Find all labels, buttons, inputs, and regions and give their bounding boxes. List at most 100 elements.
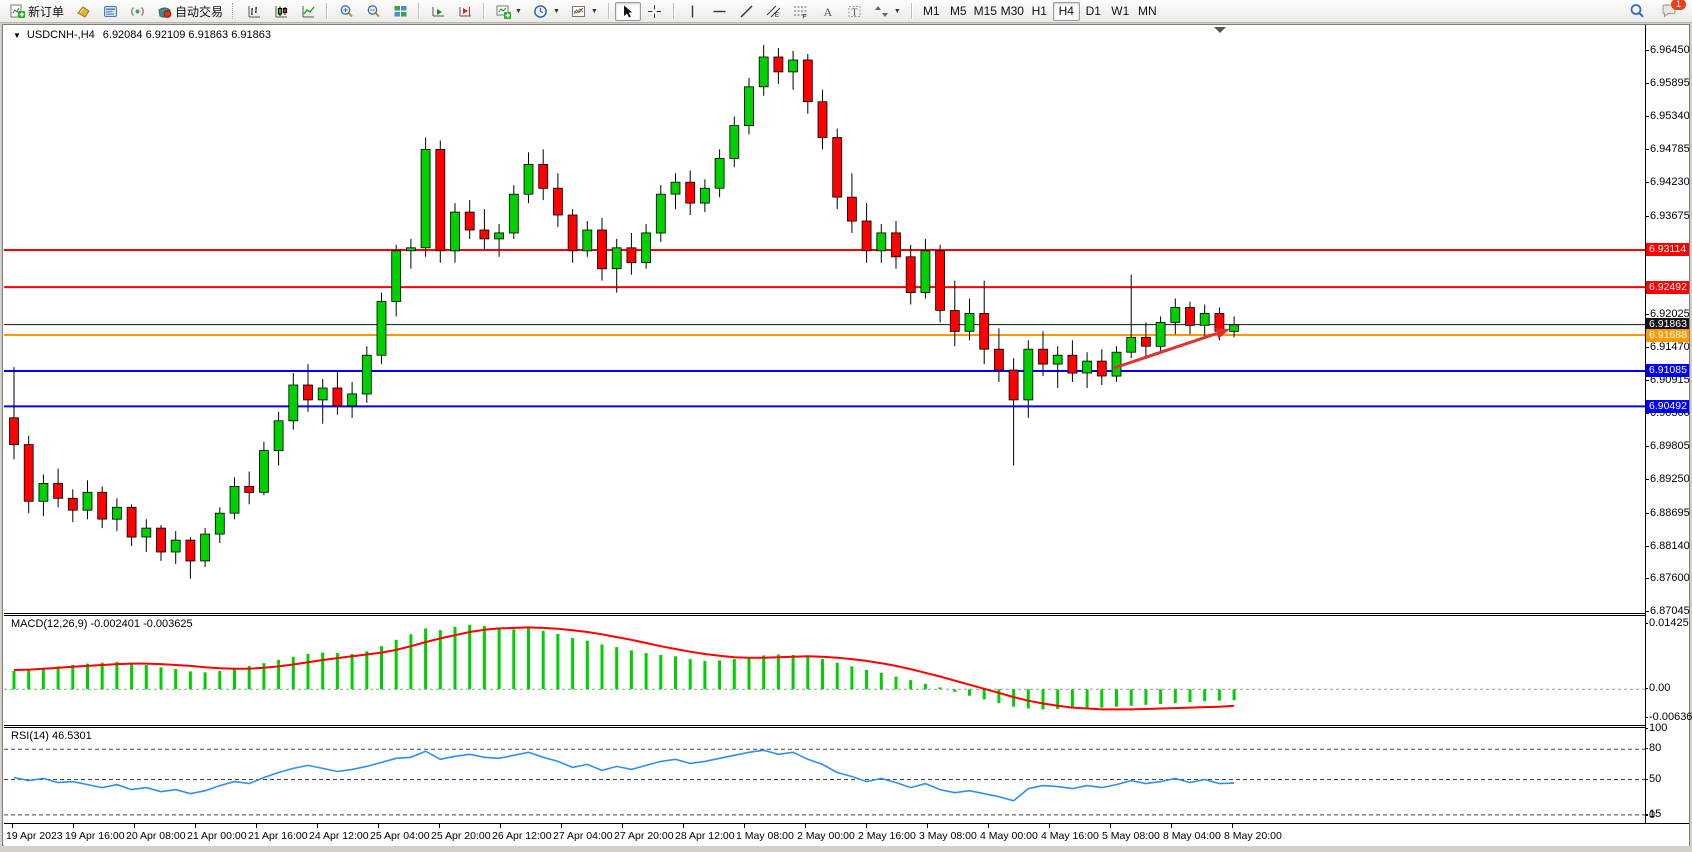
time-axis-label: 25 Apr 04:00 — [370, 830, 430, 842]
timeframe-button-h1[interactable]: H1 — [1026, 2, 1053, 21]
level-price-badge: 6.90492 — [1646, 399, 1689, 413]
macd-tick-label: 0.01425 — [1645, 617, 1689, 629]
candlestick-icon — [273, 3, 289, 19]
equidistant-channel-icon: E — [766, 3, 782, 19]
price-tick-label: 6.87600 — [1646, 571, 1690, 584]
price-tick-label: 6.95895 — [1646, 77, 1690, 90]
trendline-tool-button[interactable] — [734, 2, 760, 21]
bearish-candle — [949, 310, 960, 332]
time-axis-label: 21 Apr 16:00 — [248, 830, 308, 842]
cursor-tool-button[interactable] — [614, 1, 641, 21]
bearish-candle — [538, 163, 549, 189]
panel-divider[interactable] — [4, 613, 1646, 616]
bearish-candle — [553, 187, 563, 216]
arrows-tool-button[interactable]: ▼ — [869, 2, 906, 21]
timeframe-button-d1[interactable]: D1 — [1080, 2, 1107, 21]
bearish-candle — [97, 491, 108, 520]
bullish-candle — [523, 163, 534, 195]
time-axis-label: 1 May 08:00 — [736, 830, 794, 842]
periods-button[interactable]: ▼ — [528, 2, 565, 21]
timeframe-button-w1[interactable]: W1 — [1107, 2, 1134, 21]
price-tick-label: 6.88140 — [1646, 539, 1690, 552]
bearish-candle — [847, 196, 857, 222]
main-chart-canvas[interactable] — [4, 26, 1645, 614]
new-order-button[interactable]: 新订单 — [4, 2, 69, 21]
templates-button[interactable]: ▼ — [566, 2, 603, 21]
signals-button[interactable] — [124, 2, 150, 21]
timeframe-button-m5[interactable]: M5 — [945, 2, 972, 21]
crosshair-tool-button[interactable] — [642, 2, 668, 21]
fibonacci-tool-button[interactable]: F — [788, 2, 814, 21]
auto-trading-icon — [156, 3, 172, 19]
timeframe-button-m1[interactable]: M1 — [918, 2, 945, 21]
zoom-in-button[interactable] — [333, 2, 359, 21]
deposit-button[interactable] — [70, 2, 96, 21]
bullish-candle — [670, 181, 681, 195]
macd-tick-label: 0.00 — [1644, 682, 1671, 695]
time-axis[interactable]: 19 Apr 2023 19 Apr 16:00 20 Apr 08:00 21 Ap… — [4, 823, 1689, 846]
line-chart-icon — [300, 3, 316, 19]
vertical-line-tool-button[interactable] — [680, 2, 706, 21]
notifications-button[interactable]: 1 — [1656, 0, 1686, 21]
auto-scroll-button[interactable] — [425, 2, 451, 21]
text-label-tool-button[interactable]: T — [842, 2, 868, 21]
bearish-candle — [832, 137, 843, 198]
panel-divider[interactable] — [4, 725, 1646, 728]
chart-symbol-period: USDCNH-,H4 — [26, 29, 95, 41]
templates-icon — [571, 3, 587, 19]
time-axis-label: 24 Apr 12:00 — [309, 830, 369, 842]
rsi-tick-label: 100 — [1644, 722, 1668, 734]
bearish-candle — [479, 229, 490, 240]
timeframe-button-m15[interactable]: M15 — [972, 2, 999, 21]
reports-button[interactable] — [97, 2, 123, 21]
bar-chart-type-button[interactable] — [241, 2, 267, 21]
chart-window: ▼ USDCNH-,H4 6.92084 6.92109 6.91863 6.9… — [2, 24, 1692, 846]
horizontal-line-tool-button[interactable] — [707, 2, 733, 21]
toolbar-separator — [418, 3, 421, 19]
price-tick-label: 6.89250 — [1646, 473, 1690, 486]
tile-windows-button[interactable] — [387, 2, 413, 21]
bearish-candle — [891, 232, 901, 258]
price-axis[interactable]: 6.96450 6.95895 6.95340 6.94785 6.94230 6.936… — [1644, 25, 1692, 823]
chart-shift-marker-icon[interactable] — [1214, 27, 1226, 33]
price-tick-label: 6.92025 — [1646, 307, 1690, 320]
price-tick-label: 6.88695 — [1646, 506, 1690, 519]
line-chart-type-button[interactable] — [295, 2, 321, 21]
bearish-candle — [435, 149, 446, 252]
annotation-arrow-head[interactable] — [1215, 328, 1230, 339]
dropdown-caret: ▼ — [515, 7, 522, 15]
zoom-out-button[interactable] — [360, 2, 386, 21]
macd-panel-canvas[interactable] — [4, 616, 1645, 725]
bearish-candle — [1185, 307, 1195, 326]
new-chart-icon — [495, 3, 511, 19]
bearish-candle — [802, 59, 813, 103]
timeframe-button-mn[interactable]: MN — [1134, 2, 1161, 21]
time-axis-label: 2 May 00:00 — [797, 830, 855, 842]
chart-shift-button[interactable] — [452, 2, 478, 21]
bullish-candle — [1082, 360, 1092, 374]
bearish-candle — [185, 539, 196, 562]
channel-tool-button[interactable]: E — [761, 2, 787, 21]
search-button[interactable] — [1624, 2, 1650, 21]
bullish-candle — [700, 187, 710, 204]
bearish-candle — [994, 348, 1004, 371]
time-axis-label: 27 Apr 20:00 — [614, 830, 674, 842]
text-tool-button[interactable]: A — [815, 2, 841, 21]
time-axis-label: 3 May 08:00 — [919, 830, 977, 842]
bullish-candle — [361, 354, 372, 395]
cursor-icon — [620, 3, 636, 19]
zoom-out-icon — [365, 3, 381, 19]
chart-title-caret-icon[interactable]: ▼ — [13, 30, 21, 40]
chart-ohlc-values: 6.92084 6.92109 6.91863 6.91863 — [102, 29, 271, 41]
bearish-candle — [979, 312, 990, 350]
rsi-panel-canvas[interactable] — [4, 728, 1645, 823]
candlestick-type-button[interactable] — [268, 2, 294, 21]
new-chart-button[interactable]: ▼ — [490, 2, 527, 21]
new-order-icon — [9, 3, 25, 19]
timeframe-button-h4[interactable]: H4 — [1052, 1, 1080, 21]
annotation-arrow-line[interactable] — [1113, 332, 1218, 370]
timeframe-button-m30[interactable]: M30 — [999, 2, 1026, 21]
bearish-candle — [332, 387, 343, 407]
auto-trading-button[interactable]: 自动交易 — [151, 2, 228, 21]
